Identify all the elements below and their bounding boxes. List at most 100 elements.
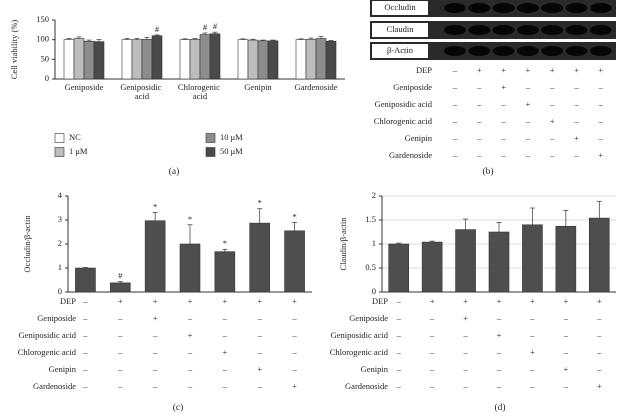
bar (315, 38, 327, 80)
treatment-label: DEP (372, 296, 388, 306)
bar (522, 224, 543, 293)
y-tick-label: 1 (58, 262, 62, 272)
treatment-sign: – (549, 99, 555, 109)
treatment-sign: + (497, 296, 502, 306)
treatment-label: Genipin (49, 364, 77, 374)
bar (455, 229, 476, 293)
band (565, 46, 588, 56)
treatment-label: DEP (60, 296, 76, 306)
bar (284, 230, 305, 293)
treatment-sign: – (563, 381, 569, 391)
significance-label: * (223, 238, 227, 248)
treatment-sign: + (563, 296, 568, 306)
treatment-sign: – (462, 330, 468, 340)
treatment-label: DEP (416, 65, 432, 75)
treatment-sign: – (496, 313, 502, 323)
treatment-sign: – (462, 364, 468, 374)
treatment-label: Geniposide (393, 82, 432, 92)
treatment-sign: – (257, 313, 263, 323)
treatment-sign: – (82, 313, 88, 323)
bar (121, 39, 133, 80)
bar (555, 225, 577, 293)
treatment-sign: – (429, 313, 435, 323)
legend-label: 1 μM (69, 146, 88, 156)
treatment-sign: – (529, 330, 535, 340)
significance-label: * (292, 211, 296, 221)
treatment-sign: – (82, 347, 88, 357)
treatment-sign: – (452, 99, 458, 109)
treatment-sign: – (222, 364, 228, 374)
x-tick-label: Genipin (244, 82, 272, 92)
treatment-sign: – (396, 313, 402, 323)
x-tick-label: Gardenoside (295, 82, 338, 92)
treatment-sign: – (462, 347, 468, 357)
bar (249, 222, 271, 293)
band (541, 46, 564, 56)
treatment-label: Genipin (405, 133, 433, 143)
treatment-sign: – (476, 116, 482, 126)
treatment-sign: – (598, 116, 604, 126)
treatment-sign: – (525, 133, 531, 143)
bar (388, 243, 410, 293)
y-axis-label: Claudin/β-actin (338, 217, 348, 271)
treatment-sign: + (463, 296, 468, 306)
y-tick-label: 3 (58, 214, 62, 224)
legend-swatch (54, 147, 65, 157)
significance-label: # (203, 22, 208, 32)
treatment-sign: + (526, 99, 531, 109)
significance-label: # (155, 24, 160, 34)
treatment-sign: – (117, 313, 123, 323)
y-tick-label: 50 (41, 53, 50, 63)
treatment-sign: – (500, 99, 506, 109)
treatment-sign: – (476, 82, 482, 92)
treatment-sign: – (549, 150, 555, 160)
treatment-sign: – (222, 330, 228, 340)
treatment-sign: – (429, 347, 435, 357)
band-label: Claudin (387, 24, 415, 34)
y-axis-label: Occludin/β-actin (22, 215, 32, 273)
treatment-sign: + (292, 296, 297, 306)
treatment-label: Chlorogenic acid (374, 116, 433, 126)
label-box (372, 44, 428, 58)
treatment-label: Genipin (361, 364, 389, 374)
significance-label: * (153, 201, 157, 211)
bar (214, 251, 236, 293)
bar (83, 40, 95, 80)
treatment-sign: + (118, 296, 123, 306)
band (444, 3, 466, 13)
treatment-sign: – (496, 347, 502, 357)
treatment-sign: – (187, 313, 193, 323)
bar (93, 41, 105, 80)
treatment-sign: – (476, 133, 482, 143)
treatment-label: Geniposidic acid (375, 99, 433, 109)
treatment-sign: + (574, 133, 579, 143)
y-axis-label: Cell viability (%) (9, 20, 19, 80)
x-tick-label: Geniposidic acid (120, 82, 163, 101)
treatment-label: Chlorogenic acid (330, 347, 389, 357)
treatment-label: Gardenoside (345, 381, 388, 391)
bar (144, 220, 166, 293)
treatment-sign: – (429, 381, 435, 391)
bar (131, 39, 143, 80)
band (565, 3, 588, 13)
treatment-sign: + (501, 65, 506, 75)
y-tick-label: 0 (372, 286, 376, 296)
significance-label: * (258, 198, 262, 208)
y-tick-label: 2 (58, 238, 62, 248)
caption: (a) (169, 166, 180, 177)
treatment-sign: + (574, 65, 579, 75)
treatment-sign: – (396, 347, 402, 357)
treatment-sign: – (429, 330, 435, 340)
treatment-sign: – (525, 150, 531, 160)
treatment-sign: – (291, 313, 297, 323)
bar (295, 39, 307, 80)
band (444, 46, 466, 56)
treatment-sign: – (396, 381, 402, 391)
treatment-label: Geniposidic acid (19, 330, 77, 340)
treatment-sign: – (476, 150, 482, 160)
y-tick-label: 4 (58, 190, 63, 200)
bar (209, 33, 221, 80)
band (541, 3, 564, 13)
treatment-sign: – (257, 381, 263, 391)
